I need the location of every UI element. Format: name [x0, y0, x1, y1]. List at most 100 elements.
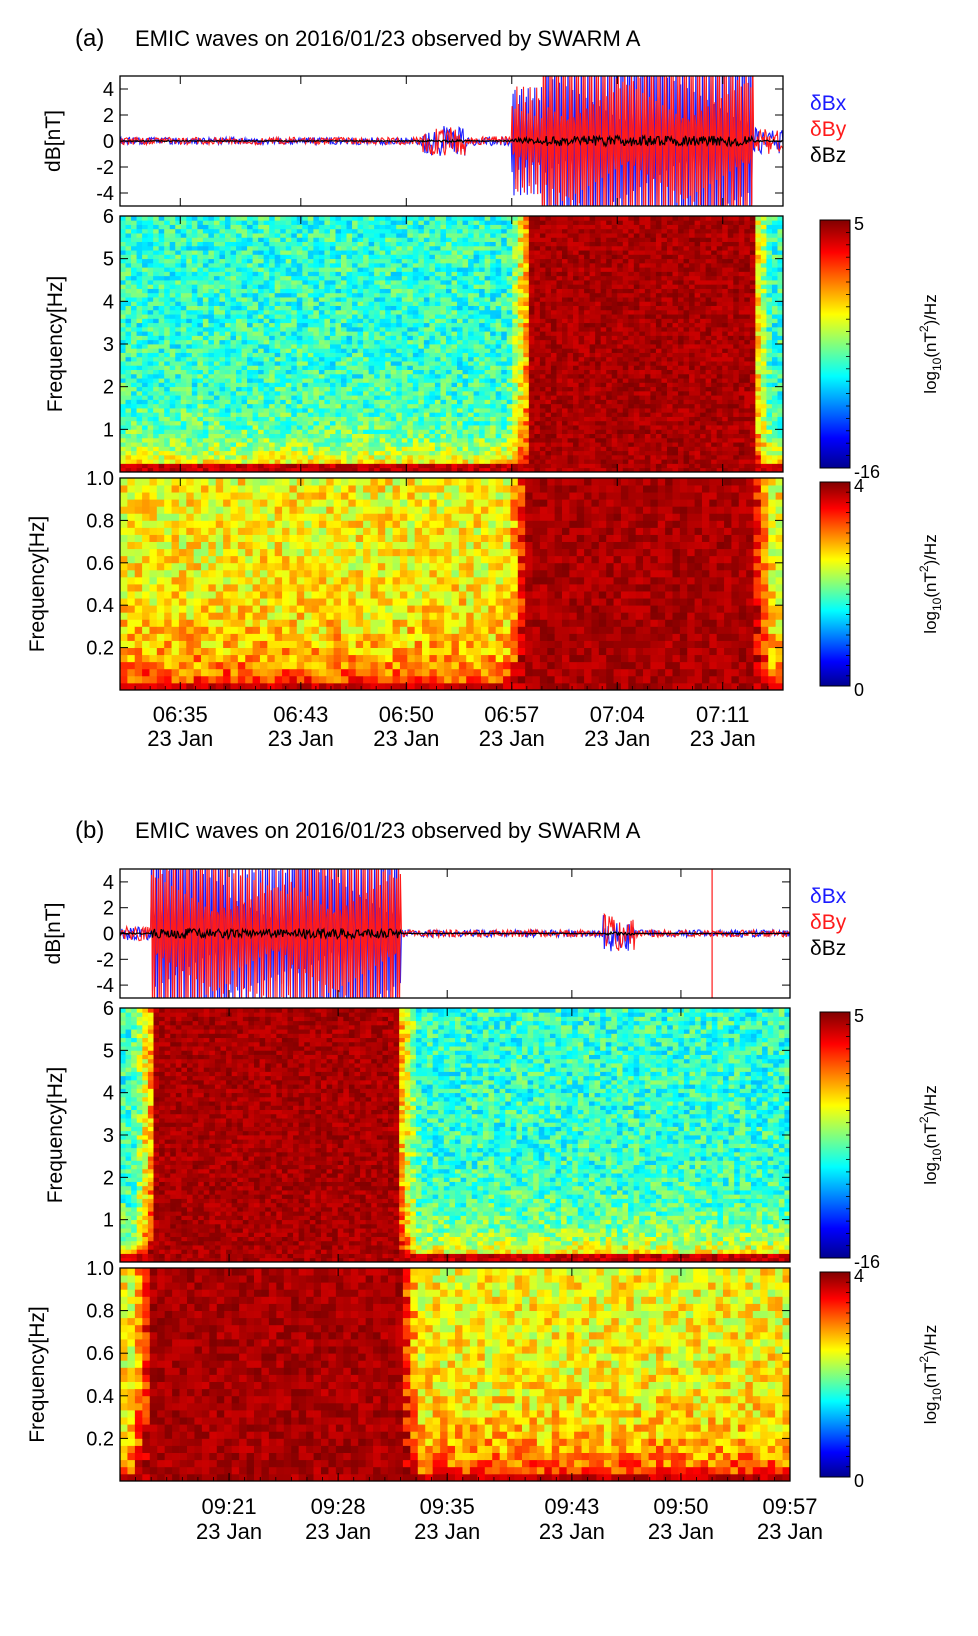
spectrogram-cell — [120, 357, 126, 362]
spectrogram-cell — [137, 314, 143, 319]
spectrogram-cell — [352, 250, 358, 255]
spectrogram-cell — [324, 459, 330, 464]
spectrogram-cell — [186, 387, 192, 392]
spectrogram-cell — [330, 263, 336, 268]
spectrogram-cell — [335, 284, 341, 289]
spectrogram-cell — [148, 259, 154, 264]
spectrogram-cell — [545, 293, 551, 298]
spectrogram-cell — [540, 331, 546, 336]
spectrogram-cell — [374, 237, 380, 242]
spectrogram-cell — [407, 293, 413, 298]
spectrogram-cell — [302, 451, 308, 456]
spectrogram-cell — [435, 229, 441, 234]
spectrogram-cell — [435, 425, 441, 430]
spectrogram-cell — [175, 289, 181, 294]
spectrogram-cell — [529, 378, 535, 383]
spectrogram-cell — [418, 438, 424, 443]
spectrogram-cell — [363, 280, 369, 285]
spectrogram-cell — [219, 331, 225, 336]
spectrogram-cell — [479, 459, 485, 464]
spectrogram-cell — [126, 455, 132, 460]
spectrogram-cell — [468, 459, 474, 464]
spectrogram-cell — [418, 254, 424, 259]
spectrogram-cell — [170, 382, 176, 387]
spectrogram-cell — [440, 421, 446, 426]
spectrogram-cell — [385, 412, 391, 417]
spectrogram-cell — [208, 237, 214, 242]
spectrogram-cell — [231, 216, 237, 221]
spectrogram-cell — [186, 451, 192, 456]
spectrogram-cell — [330, 293, 336, 298]
spectrogram-cell — [512, 246, 518, 251]
spectrogram-cell — [534, 301, 540, 306]
spectrogram-cell — [148, 237, 154, 242]
spectrogram-cell — [507, 263, 513, 268]
spectrogram-cell — [286, 353, 292, 358]
spectrogram-cell — [457, 254, 463, 259]
spectrogram-cell — [153, 374, 159, 379]
spectrogram-cell — [219, 340, 225, 345]
spectrogram-cell — [341, 438, 347, 443]
spectrogram-cell — [501, 225, 507, 230]
spectrogram-cell — [369, 344, 375, 349]
spectrogram-cell — [396, 246, 402, 251]
spectrogram-cell — [319, 327, 325, 332]
spectrogram-cell — [551, 293, 557, 298]
spectrogram-cell — [153, 323, 159, 328]
spectrogram-cell — [181, 429, 187, 434]
spectrogram-cell — [291, 216, 297, 221]
spectrogram-cell — [374, 374, 380, 379]
spectrogram-cell — [562, 463, 568, 468]
spectrogram-cell — [369, 408, 375, 413]
spectrogram-cell — [452, 267, 458, 272]
spectrogram-cell — [490, 216, 496, 221]
spectrogram-cell — [269, 267, 275, 272]
spectrogram-cell — [352, 220, 358, 225]
spectrogram-cell — [214, 421, 220, 426]
spectrogram-cell — [131, 417, 137, 422]
spectrogram-cell — [529, 387, 535, 392]
spectrogram-cell — [231, 289, 237, 294]
spectrogram-cell — [435, 340, 441, 345]
spectrogram-cell — [313, 242, 319, 247]
spectrogram-cell — [413, 463, 419, 468]
spectrogram-cell — [474, 374, 480, 379]
spectrogram-cell — [330, 242, 336, 247]
spectrogram-cell — [573, 331, 579, 336]
spectrogram-cell — [440, 301, 446, 306]
spectrogram-cell — [540, 459, 546, 464]
spectrogram-cell — [463, 323, 469, 328]
spectrogram-cell — [556, 408, 562, 413]
spectrogram-cell — [352, 335, 358, 340]
spectrogram-cell — [264, 357, 270, 362]
spectrogram-cell — [219, 361, 225, 366]
spectrogram-cell — [181, 331, 187, 336]
spectrogram-cell — [568, 250, 574, 255]
spectrogram-cell — [374, 263, 380, 268]
spectrogram-cell — [308, 434, 314, 439]
spectrogram-cell — [556, 353, 562, 358]
spectrogram-cell — [291, 378, 297, 383]
spectrogram-cell — [474, 331, 480, 336]
spectrogram-cell — [396, 348, 402, 353]
spectrogram-cell — [148, 233, 154, 238]
spectrogram-cell — [374, 348, 380, 353]
spectrogram-cell — [225, 306, 231, 311]
spectrogram-cell — [490, 417, 496, 422]
spectrogram-cell — [131, 365, 137, 370]
spectrogram-cell — [335, 391, 341, 396]
spectrogram-cell — [324, 408, 330, 413]
spectrogram-cell — [380, 254, 386, 259]
spectrogram-cell — [148, 451, 154, 456]
spectrogram-cell — [518, 293, 524, 298]
spectrogram-cell — [446, 357, 452, 362]
spectrogram-cell — [529, 425, 535, 430]
spectrogram-cell — [142, 387, 148, 392]
spectrogram-cell — [264, 446, 270, 451]
spectrogram-cell — [324, 417, 330, 422]
spectrogram-cell — [440, 404, 446, 409]
spectrogram-cell — [120, 421, 126, 426]
spectrogram-cell — [540, 378, 546, 383]
spectrogram-cell — [418, 378, 424, 383]
spectrogram-cell — [153, 250, 159, 255]
